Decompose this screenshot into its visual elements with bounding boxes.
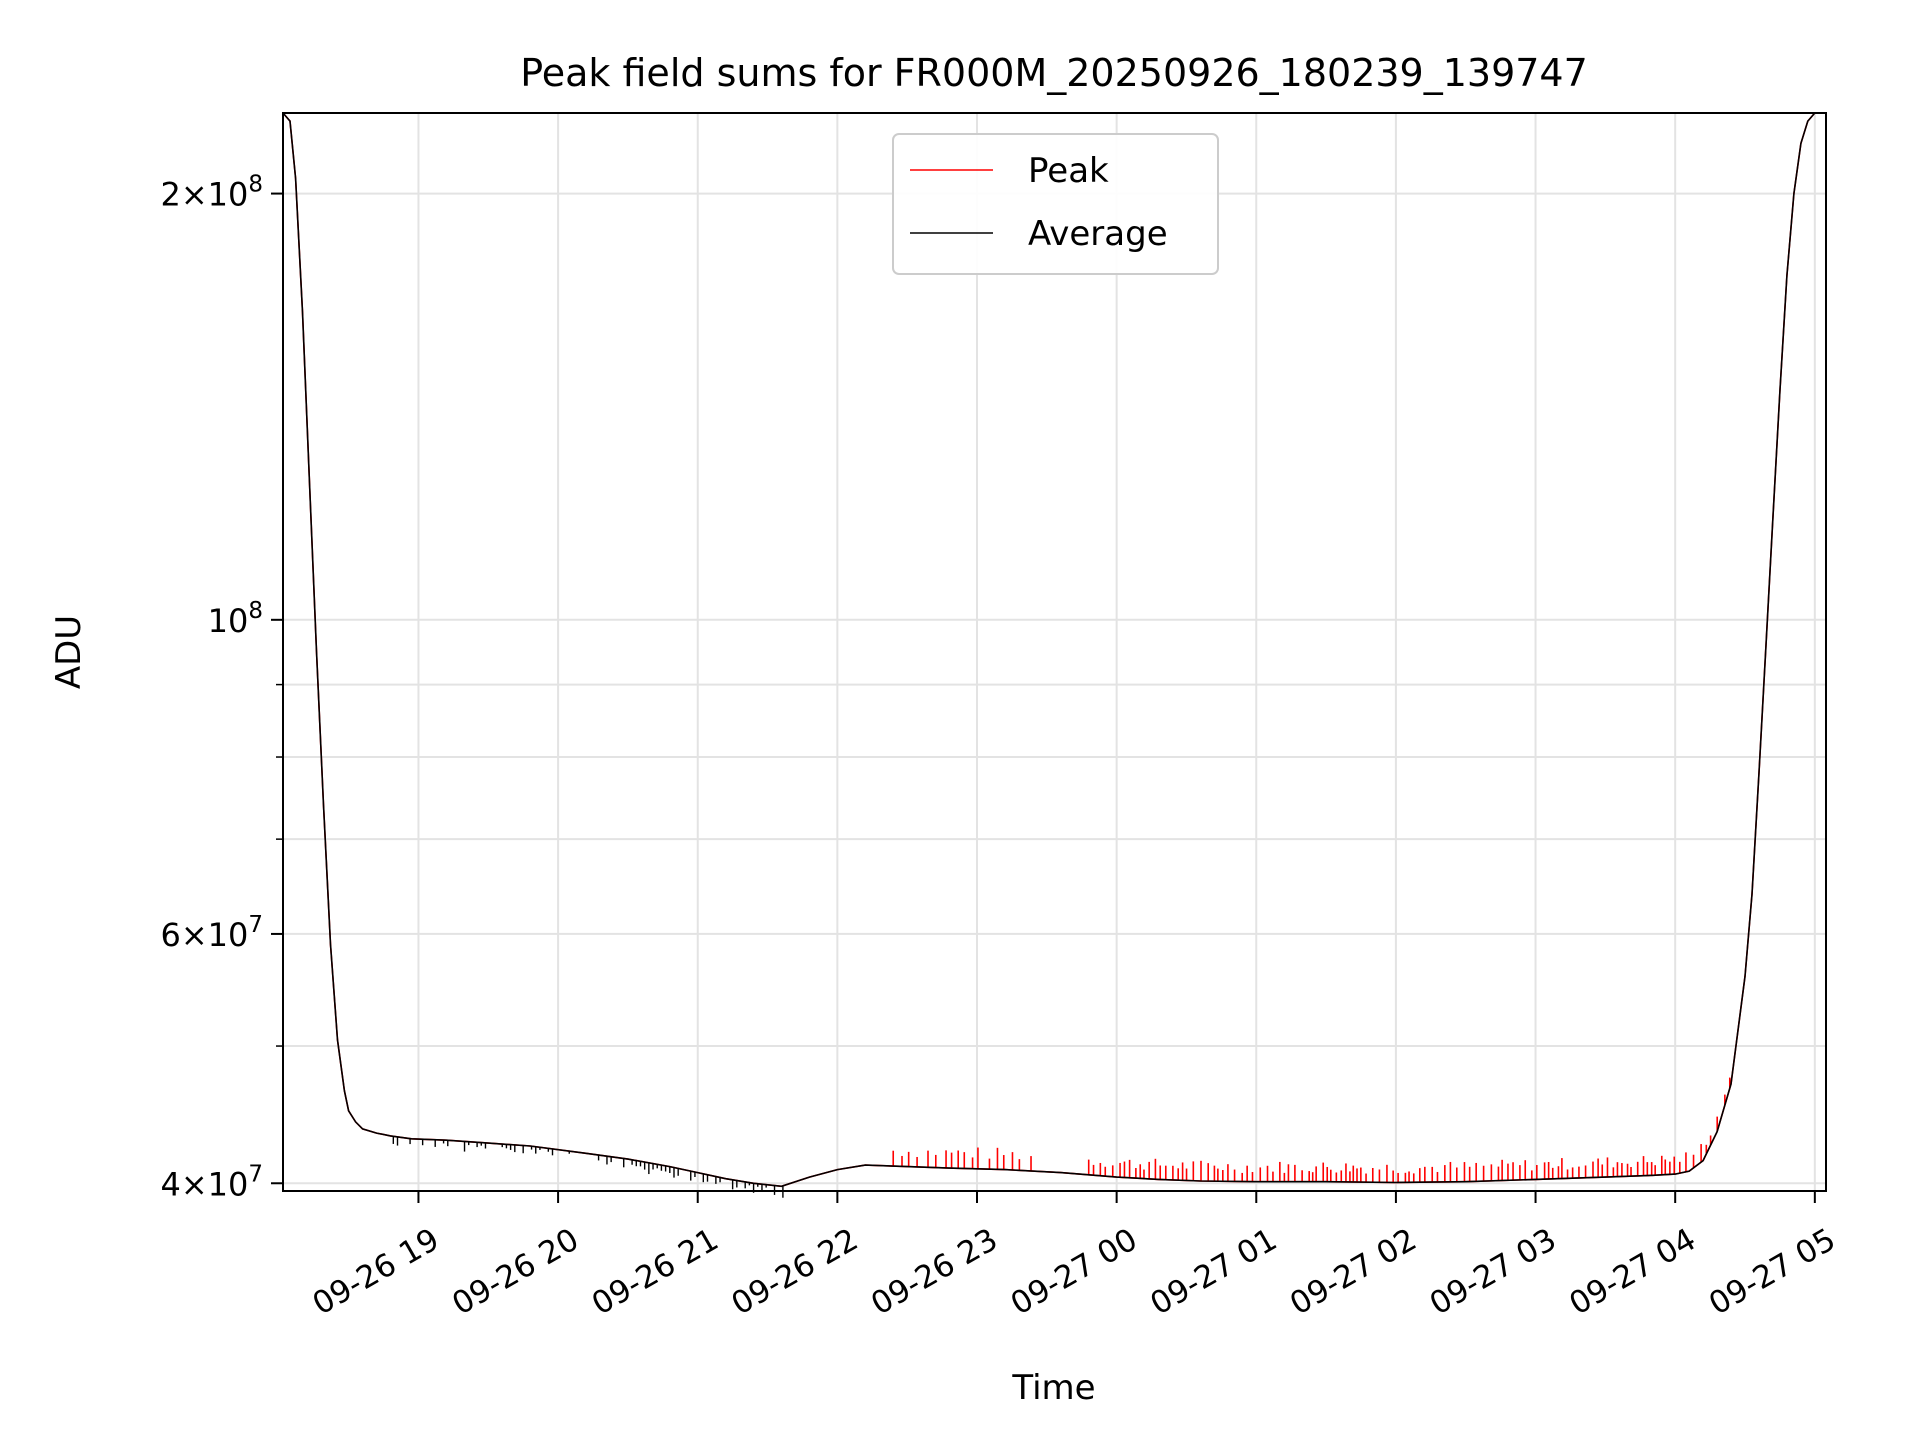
legend-label-average: Average	[1028, 214, 1168, 254]
series-layer	[282, 112, 1826, 1198]
y-axis-label: ADU	[49, 615, 89, 689]
series-line-average	[282, 112, 1826, 1188]
plot-frame	[282, 112, 1827, 1192]
x-axis-label: Time	[1011, 1368, 1095, 1408]
y-tick-label: 2×108	[160, 172, 263, 214]
legend-box	[892, 133, 1219, 275]
y-tick-label: 6×107	[160, 912, 263, 954]
y-tick-label: 4×107	[160, 1161, 263, 1203]
chart-title: Peak field sums for FR000M_20250926_1802…	[520, 51, 1588, 95]
legend-label-peak: Peak	[1028, 151, 1109, 191]
legend: Peak Average	[892, 133, 1219, 275]
